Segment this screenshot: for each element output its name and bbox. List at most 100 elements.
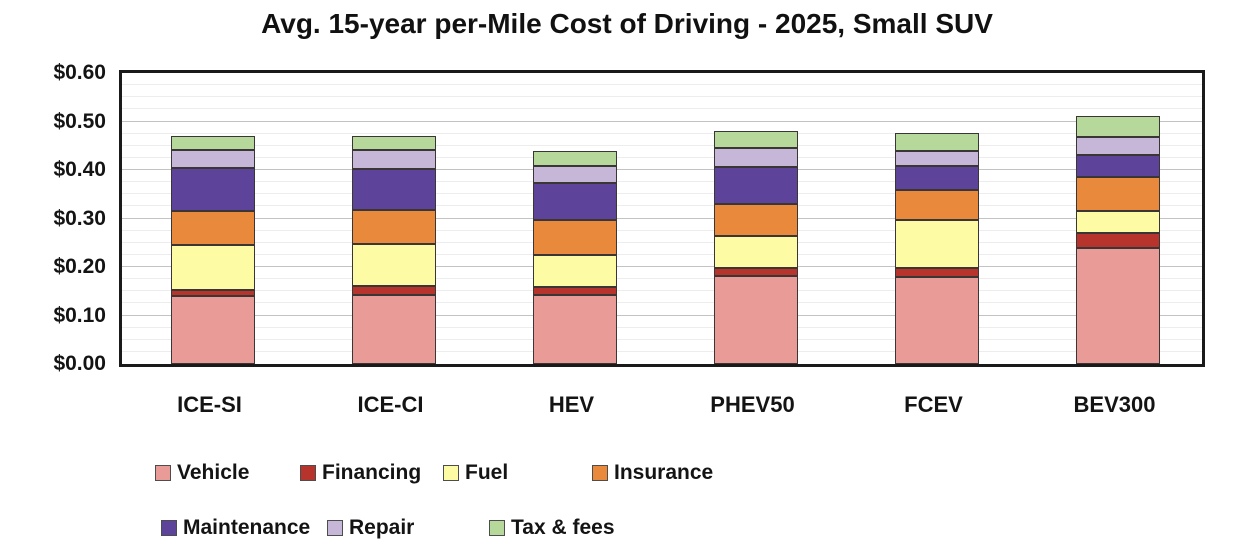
stacked-bar-ice-si [170,136,255,364]
x-tick-label-ice-si: ICE-SI [177,392,242,417]
legend-label: Repair [349,516,415,539]
major-gridline [122,217,1202,219]
minor-gridline [122,205,1202,207]
stacked-bar-fcev [894,132,979,364]
y-tick-label: $0.40 [53,158,106,181]
bar-segment-vehicle [351,294,436,364]
bar-slot-fcev [846,73,1027,364]
minor-gridline [122,108,1202,110]
bar-segment-tax-fees [713,131,798,149]
minor-gridline [122,241,1202,243]
legend-swatch-tax-fees [489,520,505,536]
stacked-bar-bev300 [1075,115,1160,364]
bar-segment-maintenance [894,166,979,190]
bar-slot-phev50 [665,73,846,364]
x-tick-label-bev300: BEV300 [1073,392,1156,417]
legend-item-tax-fees: Tax & fees [489,516,615,540]
bar-segment-financing [894,267,979,278]
legend-label: Insurance [614,461,714,484]
bar-segment-financing [1075,232,1160,248]
minor-gridline [122,96,1202,98]
bar-segment-fuel [713,235,798,268]
bar-segment-repair [351,150,436,170]
stacked-bar-phev50 [713,131,798,364]
legend-label: Fuel [465,461,509,484]
bar-segment-fuel [1075,210,1160,233]
bar-slot-hev [484,73,665,364]
legend-label: Maintenance [183,516,311,539]
minor-gridline [122,193,1202,195]
bar-segment-repair [713,148,798,168]
legend-swatch-insurance [592,465,608,481]
bar-segment-tax-fees [351,135,436,151]
y-tick-label: $0.30 [53,206,106,230]
bar-segment-insurance [894,189,979,221]
x-tick-label-hev: HEV [548,392,595,417]
bar-segment-maintenance [351,169,436,211]
bar-segment-repair [170,150,255,169]
bar-segment-fuel [351,243,436,287]
legend-swatch-maintenance [161,520,177,536]
legend-label: Tax & fees [511,516,615,539]
bar-segment-fuel [894,220,979,268]
bar-segment-vehicle [1075,247,1160,364]
minor-gridline [122,290,1202,292]
stacked-bar-hev [532,150,617,364]
bar-segment-maintenance [170,168,255,212]
x-tick-label-fcev: FCEV [904,392,963,417]
legend-swatch-financing [300,465,316,481]
bar-segment-tax-fees [1075,115,1160,137]
bar-segment-insurance [532,220,617,255]
bar-segment-fuel [532,254,617,287]
legend-item-fuel: Fuel [443,461,508,485]
bar-segment-tax-fees [170,136,255,151]
bar-segment-maintenance [713,167,798,204]
y-tick-label: $0.00 [53,352,106,375]
x-tick-label-ice-ci: ICE-CI [357,392,424,417]
minor-gridline [122,144,1202,146]
chart-title: Avg. 15-year per-Mile Cost of Driving - … [261,8,993,39]
major-gridline [122,314,1202,316]
minor-gridline [122,84,1202,86]
major-gridline [122,266,1202,267]
bar-segment-tax-fees [894,132,979,151]
legend-item-insurance: Insurance [592,461,713,485]
bar-slot-ice-si [122,73,303,364]
bar-segment-financing [532,286,617,296]
bar-segment-insurance [1075,176,1160,211]
bar-segment-insurance [351,210,436,244]
minor-gridline [122,338,1202,340]
legend-swatch-vehicle [155,465,171,481]
legend-item-vehicle: Vehicle [155,461,249,485]
y-tick-label: $0.60 [53,61,106,84]
bar-segment-repair [1075,136,1160,155]
bar-segment-vehicle [894,277,979,364]
bar-segment-financing [713,267,798,277]
minor-gridline [122,326,1202,328]
bar-segment-vehicle [532,295,617,364]
legend-swatch-fuel [443,465,459,481]
bar-segment-vehicle [713,276,798,364]
legend-swatch-repair [327,520,343,536]
bar-segment-tax-fees [532,150,617,167]
y-tick-label: $0.50 [53,109,106,133]
bar-segment-financing [170,289,255,297]
bar-segment-maintenance [532,182,617,221]
legend-item-financing: Financing [300,461,421,485]
bar-segment-insurance [713,203,798,236]
minor-gridline [122,156,1202,158]
stacked-bar-ice-ci [351,135,436,364]
x-tick-label-phev50: PHEV50 [710,392,795,417]
legend-item-maintenance: Maintenance [161,516,310,540]
minor-gridline [122,181,1202,183]
major-gridline [122,120,1202,122]
plot-area [119,70,1205,367]
legend-label: Financing [322,461,422,484]
bar-slot-bev300 [1027,73,1208,364]
bar-segment-vehicle [170,296,255,364]
y-tick-label: $0.10 [53,303,106,327]
minor-gridline [122,229,1202,231]
bar-segment-repair [532,166,617,183]
legend-label: Vehicle [177,461,250,484]
